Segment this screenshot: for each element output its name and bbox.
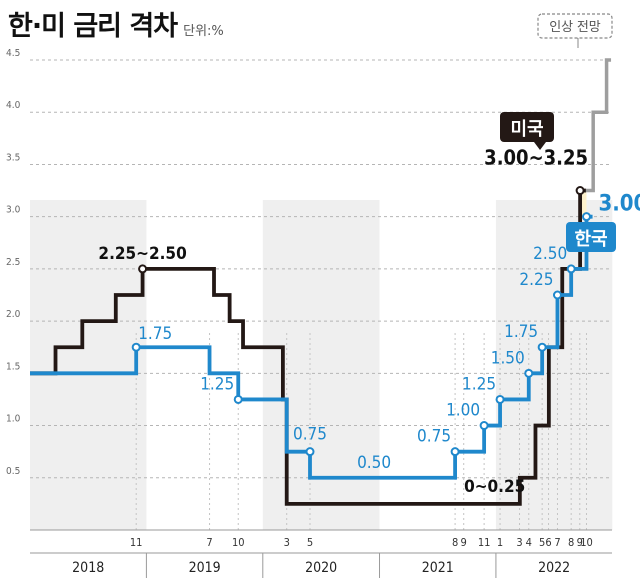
us-rate-label: 0~0.25 <box>464 477 525 497</box>
y-tick-label: 1.0 <box>6 414 21 425</box>
us-callout-pointer <box>534 142 546 150</box>
korea-rate-marker <box>305 447 315 457</box>
year-label: 2022 <box>538 560 570 576</box>
us-callout-box <box>500 112 554 142</box>
title-block: 한·미 금리 격차 단위:% <box>8 4 224 42</box>
korea-rate-label: 1.75 <box>504 322 538 342</box>
us-rate-label: 3.00~3.25 <box>484 146 588 170</box>
korea-rate-label: 0.75 <box>417 427 451 447</box>
us-rate-marker <box>138 264 148 274</box>
korea-rate-line <box>30 214 593 480</box>
korea-rate-marker <box>566 264 576 274</box>
year-band <box>262 200 380 530</box>
year-band <box>495 200 613 530</box>
month-tick-label: 8 <box>452 536 458 549</box>
month-tick-label: 6 <box>545 536 551 549</box>
y-tick-label: 4.0 <box>6 100 21 111</box>
korea-rate-marker <box>581 212 591 222</box>
korea-callout-box <box>566 222 616 252</box>
forecast-callout-box <box>537 13 613 39</box>
forecast-callout-text: 인상 전망 <box>549 20 601 35</box>
y-tick-label: 2.5 <box>6 257 20 268</box>
korea-rate-marker <box>537 342 547 352</box>
korea-rate-marker <box>552 290 562 300</box>
month-tick-label: 8 <box>568 536 574 549</box>
month-tick-label: 10 <box>232 536 245 549</box>
us-callout-text: 미국 <box>510 119 543 140</box>
y-tick-label: 3.5 <box>6 152 20 163</box>
y-tick-label: 3.0 <box>6 205 21 216</box>
us-rate-label: 2.25~2.50 <box>98 244 186 264</box>
korea-rate-label: 3.00 <box>598 192 640 217</box>
month-tick-label: 4 <box>526 536 532 549</box>
month-tick-label: 9 <box>461 536 467 549</box>
month-tick-label: 1 <box>497 536 503 549</box>
month-tick-label: 5 <box>539 536 545 549</box>
chart-title: 한·미 금리 격차 <box>8 11 178 42</box>
korea-callout-text: 한국 <box>574 229 607 250</box>
korea-rate-label: 1.50 <box>491 348 525 368</box>
month-tick-label: 7 <box>206 536 212 549</box>
korea-rate-marker <box>131 342 141 352</box>
y-tick-label: 4.5 <box>6 48 20 59</box>
year-label: 2019 <box>189 560 221 576</box>
korea-rate-marker <box>233 394 243 404</box>
y-tick-label: 1.5 <box>6 361 20 372</box>
korea-rate-label: 0.75 <box>293 425 327 445</box>
month-tick-label: 11 <box>478 536 491 549</box>
korea-rate-label: 1.25 <box>462 374 496 394</box>
year-label: 2020 <box>305 560 337 576</box>
y-tick-label: 0.5 <box>6 466 20 477</box>
month-tick-label: 9 <box>577 536 583 549</box>
forecast-line <box>584 58 612 193</box>
y-tick-label: 2.0 <box>6 309 21 320</box>
korea-rate-label: 2.50 <box>533 244 567 264</box>
month-tick-label: 7 <box>554 536 560 549</box>
korea-rate-marker <box>479 421 489 431</box>
korea-rate-label: 2.25 <box>519 270 553 290</box>
rate-gap-shading <box>580 190 587 217</box>
month-tick-label: 11 <box>130 536 143 549</box>
month-tick-label: 3 <box>284 536 290 549</box>
year-band <box>30 200 147 530</box>
month-tick-label: 10 <box>580 536 593 549</box>
year-label: 2018 <box>72 560 104 576</box>
korea-rate-label: 0.50 <box>357 453 391 473</box>
korea-rate-marker <box>524 368 534 378</box>
month-tick-label: 5 <box>307 536 313 549</box>
korea-rate-label: 1.00 <box>446 401 480 421</box>
us-rate-marker <box>575 186 585 196</box>
korea-rate-marker <box>450 447 460 457</box>
unit-label: 단위:% <box>183 24 224 39</box>
korea-rate-label: 1.25 <box>200 374 234 394</box>
korea-rate-marker <box>495 394 505 404</box>
year-label: 2021 <box>422 560 454 576</box>
korea-rate-label: 1.75 <box>138 324 172 344</box>
month-tick-label: 3 <box>516 536 522 549</box>
